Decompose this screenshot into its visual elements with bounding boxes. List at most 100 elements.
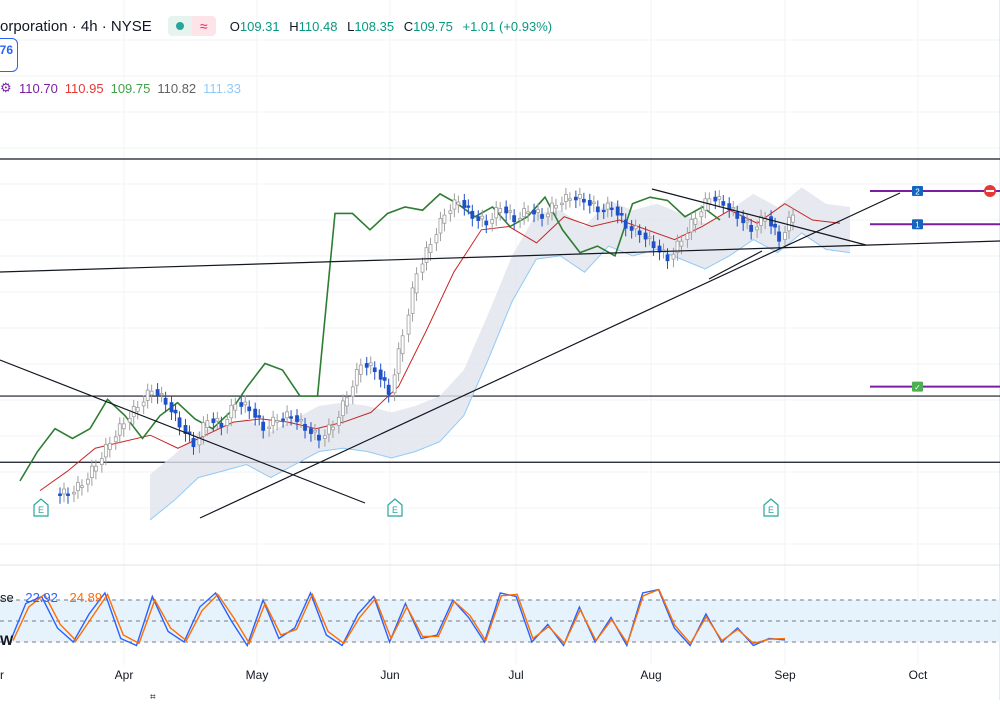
month-label: Jun: [380, 668, 400, 682]
candle-body: [327, 424, 331, 435]
candle-body: [713, 196, 718, 202]
candle-body: [689, 219, 694, 233]
candle-body: [595, 206, 600, 213]
candle-body: [609, 207, 614, 210]
candle-body: [191, 438, 196, 448]
candle-body: [735, 211, 740, 219]
candle-body: [372, 367, 377, 373]
candle-body: [605, 202, 610, 210]
month-label: Oct: [908, 668, 928, 682]
candle-body: [364, 363, 369, 368]
time-axis[interactable]: r Apr May Jun Jul Aug Sep Oct: [0, 668, 1000, 688]
candle-body: [103, 444, 108, 458]
candle-body: [215, 417, 220, 422]
candle-body: [420, 263, 425, 273]
month-label: Jul: [508, 668, 524, 682]
value-badge[interactable]: 76: [0, 38, 18, 72]
candle-body: [448, 210, 453, 214]
month-label: Apr: [114, 668, 134, 682]
candle-body: [522, 208, 526, 218]
candle-body: [392, 374, 397, 394]
candle-body: [229, 404, 234, 419]
candle-body: [540, 214, 544, 219]
candle-body: [135, 407, 140, 412]
trend-line: [199, 192, 901, 519]
candle-body: [783, 232, 787, 240]
lagging-span: [19, 192, 721, 482]
candle-body: [504, 206, 509, 214]
candle-body: [177, 417, 182, 428]
trend-line: [0, 359, 366, 504]
status-pill[interactable]: ≈: [167, 16, 216, 36]
ichimoku-legend[interactable]: ⚙ 110.70 110.95 109.75 110.82 111.33: [0, 80, 241, 96]
candle-body: [550, 202, 554, 213]
settings-icon[interactable]: ⚙: [0, 80, 12, 95]
candle-body: [141, 401, 146, 407]
order-level-label: 2: [915, 187, 920, 196]
earnings-label: E: [768, 505, 774, 515]
candle-body: [699, 211, 704, 218]
earnings-marker: [387, 498, 403, 517]
candle-body: [731, 207, 736, 210]
candle-body: [601, 209, 606, 213]
candle-body: [424, 247, 429, 263]
candle-body: [573, 196, 578, 201]
change-value: +1.01 (+0.93%): [462, 18, 553, 34]
symbol-title[interactable]: orporation · 4h · NYSE: [0, 17, 152, 35]
candle-body: [233, 403, 238, 411]
trend-line: [0, 240, 1000, 273]
candle-body: [169, 402, 174, 413]
candle-body: [466, 205, 471, 208]
candle-body: [717, 196, 722, 200]
candle-body: [253, 408, 258, 418]
candle-body: [745, 220, 750, 223]
candle-body: [637, 230, 642, 236]
candle-body: [145, 389, 150, 401]
candle-body: [615, 206, 620, 216]
stoch-d-line: [12, 588, 786, 645]
ichimoku-value-5: 111.33: [203, 80, 241, 96]
candle-body: [484, 220, 489, 226]
candle-body: [685, 233, 690, 240]
candle-body: [536, 209, 540, 213]
earnings-marker: [763, 498, 779, 517]
trend-line: [708, 250, 763, 280]
stochastic-legend[interactable]: se 22.92 24.89: [0, 590, 102, 605]
candle-body: [183, 425, 188, 434]
market-open-icon: [167, 16, 192, 36]
candle-body: [755, 226, 760, 231]
order-level-label: 1: [915, 221, 920, 230]
candle-body: [546, 213, 550, 218]
candle-body: [470, 210, 475, 219]
high-value: 110.48: [298, 18, 338, 34]
ichimoku-value-1: 110.70: [19, 80, 58, 96]
candle-body: [66, 493, 70, 496]
earnings-marker: [33, 498, 49, 517]
order-level-marker: [912, 219, 923, 230]
candle-body: [693, 217, 698, 225]
candle-body: [72, 491, 76, 495]
candle-body: [121, 423, 126, 430]
candle-body: [323, 435, 327, 439]
candle-body: [675, 240, 680, 254]
candle-body: [587, 200, 592, 206]
candle-body: [633, 225, 638, 230]
candle-body: [498, 208, 503, 213]
candle-body: [205, 420, 210, 429]
candle-body: [508, 210, 513, 213]
candle-body: [679, 240, 684, 247]
earnings-label: E: [38, 505, 44, 515]
candle-body: [577, 194, 582, 199]
candle-body: [564, 194, 568, 202]
cancel-order-icon-bar: [986, 189, 994, 192]
w-label: W: [0, 632, 14, 648]
candle-body: [331, 426, 335, 431]
candle-body: [512, 215, 517, 223]
candle-body: [526, 211, 530, 214]
candle-body: [400, 335, 405, 355]
candle-body: [80, 485, 84, 488]
toolbar-grid-icon[interactable]: ⌗: [150, 692, 156, 703]
candle-body: [368, 362, 373, 367]
